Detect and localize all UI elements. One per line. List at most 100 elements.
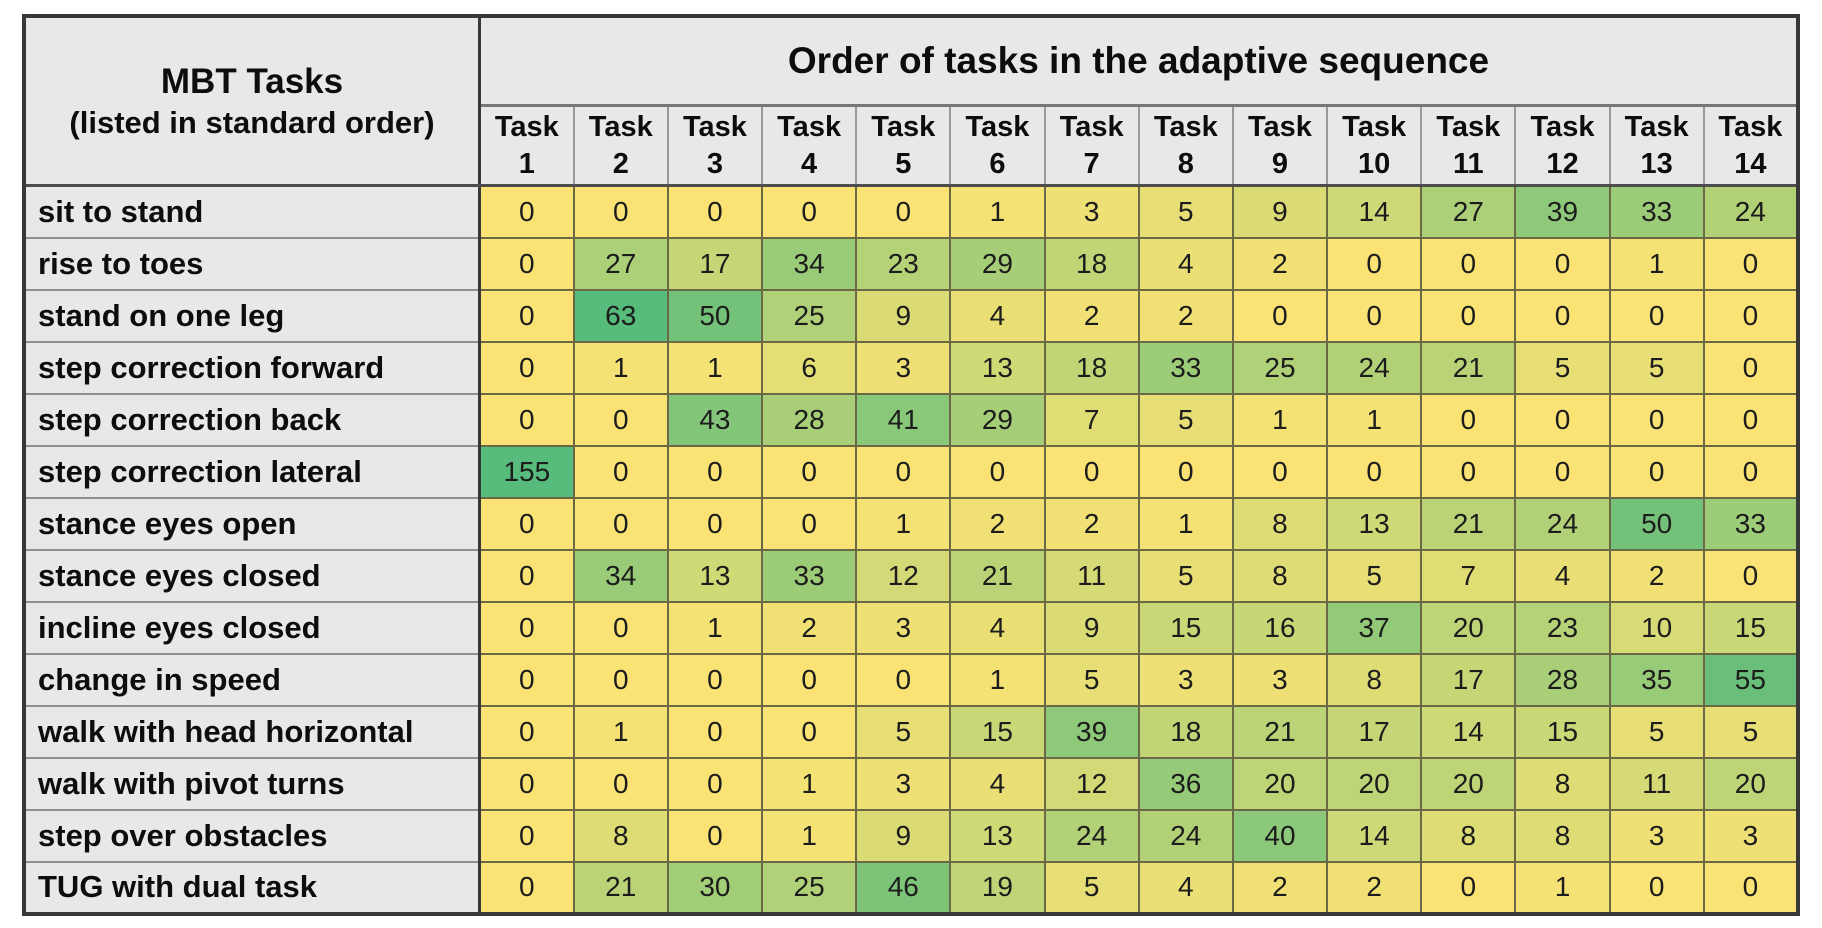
heatmap-cell: 0 [478,340,575,395]
table-title: Order of tasks in the adaptive sequence [479,16,1798,107]
corner-header-title: MBT Tasks [160,61,344,101]
heatmap-cell: 0 [1702,340,1800,395]
heatmap-cell: 7 [1043,392,1140,447]
heatmap-row: stand on one leg 0 63 50 25 9 4 2 2 0 0 0 0 0 0 [24,288,1800,343]
heatmap-cell: 23 [1514,600,1611,655]
heatmap-cell: 5 [1137,548,1234,603]
heatmap-cell: 2 [949,496,1046,551]
heatmap-cell: 8 [1231,548,1329,603]
column-header: Task 4 [761,104,858,187]
heatmap-cell: 36 [1137,756,1234,811]
row-label: step correction back [24,392,481,447]
heatmap-cell: 0 [478,860,575,915]
heatmap-cell: 13 [949,340,1046,395]
heatmap-cell: 24 [1514,496,1611,551]
heatmap-cell: 0 [478,548,575,603]
heatmap-cell: 0 [1702,444,1800,499]
heatmap-cell: 0 [1702,548,1800,603]
heatmap-cell: 41 [855,392,952,447]
heatmap-row: walk with pivot turns 0 0 0 1 3 4 12 36 20 20 20 8 11… [24,756,1800,811]
heatmap-cell: 17 [666,236,764,291]
heatmap-cell: 1 [761,808,858,863]
heatmap-cell: 29 [949,392,1046,447]
column-header: Task 10 [1326,104,1423,187]
heatmap-cell: 14 [1420,704,1517,759]
heatmap-row: TUG with dual task 0 21 30 25 46 19 5 4 2 2 0 1 0 0 [24,860,1800,915]
heatmap-cell: 27 [572,236,669,291]
heatmap-cell: 0 [761,444,858,499]
heatmap-cell: 5 [1137,184,1234,239]
heatmap-cell: 3 [1608,808,1705,863]
row-label: TUG with dual task [24,860,481,915]
heatmap-cell: 5 [1043,652,1140,707]
heatmap-cell: 4 [1514,548,1611,603]
heatmap-cell: 21 [1420,496,1517,551]
heatmap-cell: 9 [1231,184,1329,239]
heatmap-cell: 20 [1702,756,1800,811]
heatmap-cell: 0 [1702,236,1800,291]
heatmap-cell: 5 [1608,704,1705,759]
heatmap-cell: 0 [949,444,1046,499]
heatmap-cell: 55 [1702,652,1800,707]
heatmap-row: step correction lateral 155 0 0 0 0 0 0 0 0 0 0 0 0 0 [24,444,1800,499]
row-label: stand on one leg [24,288,481,343]
heatmap-cell: 0 [1514,444,1611,499]
heatmap-cell: 24 [1043,808,1140,863]
heatmap-cell: 1 [855,496,952,551]
heatmap-cell: 2 [1608,548,1705,603]
heatmap-cell: 10 [1608,600,1705,655]
heatmap-cell: 0 [1608,392,1705,447]
heatmap-cell: 9 [855,808,952,863]
heatmap-cell: 15 [1137,600,1234,655]
heatmap-cell: 0 [1420,236,1517,291]
heatmap-cell: 0 [478,808,575,863]
adaptive-sequence-heatmap-table: MBT Tasks (listed in standard order) Ord… [22,14,1800,916]
heatmap-cell: 0 [1514,392,1611,447]
heatmap-cell: 5 [1702,704,1800,759]
heatmap-cell: 2 [1231,236,1329,291]
row-label: sit to stand [24,184,481,239]
heatmap-cell: 5 [1514,340,1611,395]
heatmap-cell: 0 [1702,860,1800,915]
column-header: Task 1 [478,104,575,187]
row-label: step correction forward [24,340,481,395]
corner-header-subtitle: (listed in standard order) [69,104,435,140]
heatmap-cell: 8 [1514,808,1611,863]
heatmap-cell: 25 [1231,340,1329,395]
row-label: step correction lateral [24,444,481,499]
heatmap-cell: 3 [855,600,952,655]
heatmap-cell: 4 [949,288,1046,343]
heatmap-cell: 46 [855,860,952,915]
heatmap-cell: 0 [1702,392,1800,447]
row-label: walk with pivot turns [24,756,481,811]
column-header: Task 5 [855,104,952,187]
heatmap-row: step correction forward 0 1 1 6 3 13 18 33 25 24 21… [24,340,1800,395]
heatmap-cell: 15 [1702,600,1800,655]
heatmap-cell: 18 [1043,340,1140,395]
heatmap-cell: 12 [855,548,952,603]
heatmap-cell: 0 [666,808,764,863]
banner-row: MBT Tasks (listed in standard order) Ord… [24,16,1798,187]
heatmap-cell: 0 [1420,288,1517,343]
heatmap-cell: 29 [949,236,1046,291]
heatmap-cell: 0 [666,652,764,707]
heatmap-cell: 0 [572,756,669,811]
heatmap-row: step correction back 0 0 43 28 41 29 7 5 1 1 0 0 0 0 [24,392,1800,447]
column-header: Task 3 [666,104,764,187]
heatmap-cell: 0 [1231,288,1329,343]
heatmap-cell: 3 [1043,184,1140,239]
heatmap-cell: 0 [666,444,764,499]
heatmap-cell: 18 [1043,236,1140,291]
heatmap-row: walk with head horizontal 0 1 0 0 5 15 39 18 21 17… [24,704,1800,759]
heatmap-cell: 1 [1231,392,1329,447]
heatmap-cell: 13 [1326,496,1423,551]
heatmap-cell: 2 [1326,860,1423,915]
heatmap-cell: 0 [1608,444,1705,499]
heatmap-cell: 13 [949,808,1046,863]
heatmap-cell: 17 [1326,704,1423,759]
heatmap-cell: 50 [666,288,764,343]
heatmap-cell: 1 [1608,236,1705,291]
heatmap-cell: 8 [1326,652,1423,707]
heatmap-cell: 17 [1420,652,1517,707]
heatmap-cell: 0 [855,444,952,499]
